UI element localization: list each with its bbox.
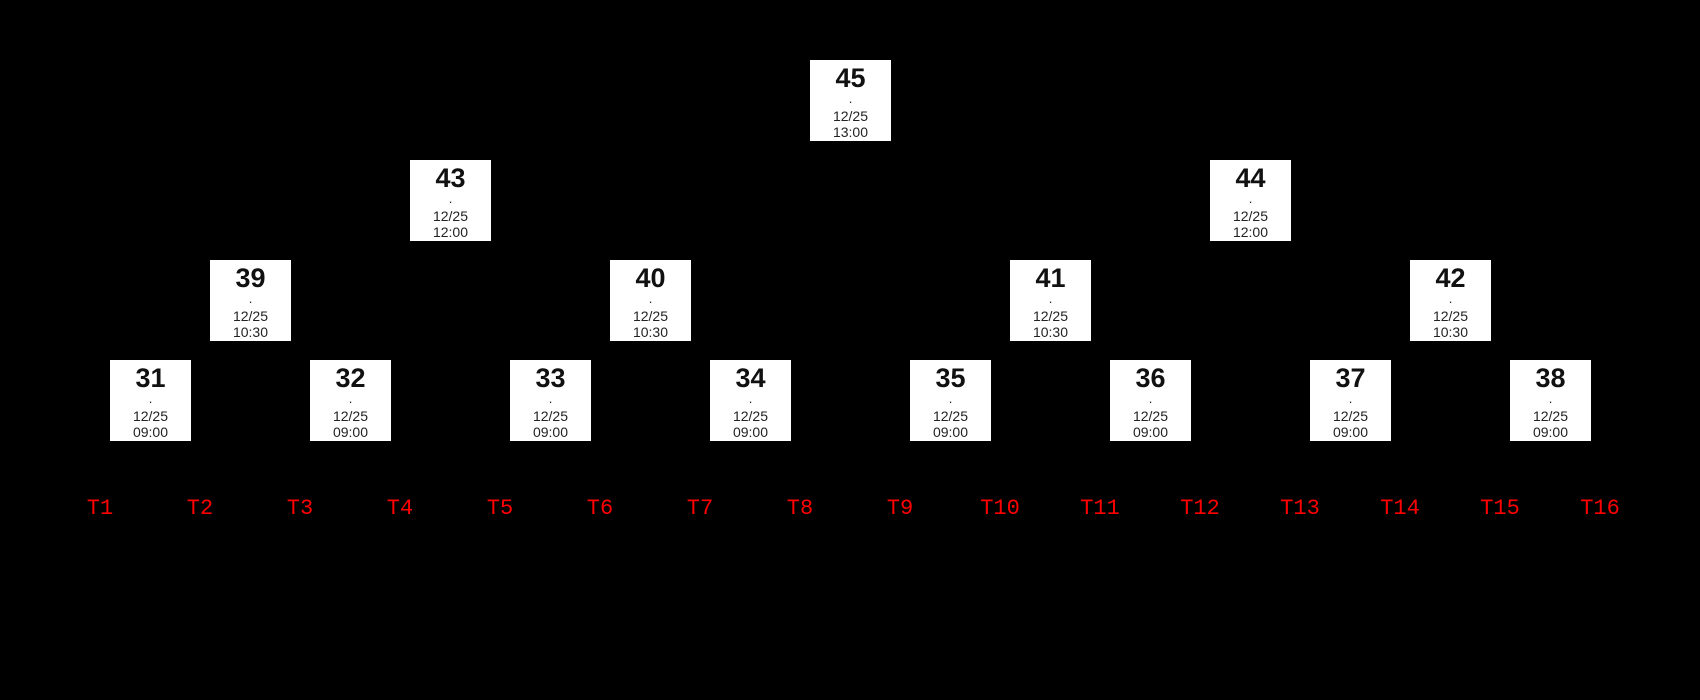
match-id: 33 — [535, 363, 566, 393]
team-label: T15 — [1480, 496, 1520, 521]
match-id: 42 — [1435, 263, 1466, 293]
team-label: T13 — [1280, 496, 1320, 521]
team-label: T14 — [1380, 496, 1420, 521]
match-time: 10:30 — [1032, 324, 1069, 340]
match-time: 09:00 — [932, 424, 969, 440]
match-id: 45 — [835, 63, 866, 93]
separator-dot: . — [448, 191, 453, 206]
separator-dot: . — [1248, 191, 1253, 206]
match-node-34: 34. 12/25 09:00 — [710, 360, 791, 441]
match-date: 12/25 — [632, 308, 669, 324]
match-node-35: 35. 12/25 09:00 — [910, 360, 991, 441]
team-label: T5 — [486, 496, 514, 521]
match-date: 12/25 — [1232, 208, 1269, 224]
match-time: 12:00 — [432, 224, 469, 240]
match-date: 12/25 — [232, 308, 269, 324]
match-id: 36 — [1135, 363, 1166, 393]
match-id: 44 — [1235, 163, 1266, 193]
separator-dot: . — [848, 91, 853, 106]
match-node-40: 40. 12/25 10:30 — [610, 260, 691, 341]
match-id: 31 — [135, 363, 166, 393]
team-label: T1 — [86, 496, 114, 521]
separator-dot: . — [548, 391, 553, 406]
match-id: 35 — [935, 363, 966, 393]
match-date: 12/25 — [532, 408, 569, 424]
separator-dot: . — [748, 391, 753, 406]
separator-dot: . — [1148, 391, 1153, 406]
match-node-36: 36. 12/25 09:00 — [1110, 360, 1191, 441]
match-id: 37 — [1335, 363, 1366, 393]
team-label: T7 — [686, 496, 714, 521]
match-node-38: 38. 12/25 09:00 — [1510, 360, 1591, 441]
team-label: T9 — [886, 496, 914, 521]
match-time: 09:00 — [532, 424, 569, 440]
match-time: 10:30 — [1432, 324, 1469, 340]
match-id: 38 — [1535, 363, 1566, 393]
team-label: T11 — [1080, 496, 1120, 521]
match-date: 12/25 — [432, 208, 469, 224]
match-node-42: 42. 12/25 10:30 — [1410, 260, 1491, 341]
separator-dot: . — [1348, 391, 1353, 406]
team-label: T6 — [586, 496, 614, 521]
separator-dot: . — [148, 391, 153, 406]
match-date: 12/25 — [732, 408, 769, 424]
match-time: 09:00 — [1332, 424, 1369, 440]
separator-dot: . — [1548, 391, 1553, 406]
match-time: 13:00 — [832, 124, 869, 140]
match-id: 34 — [735, 363, 766, 393]
match-id: 32 — [335, 363, 366, 393]
match-time: 12:00 — [1232, 224, 1269, 240]
separator-dot: . — [948, 391, 953, 406]
separator-dot: . — [1448, 291, 1453, 306]
match-date: 12/25 — [1332, 408, 1369, 424]
match-date: 12/25 — [832, 108, 869, 124]
team-label: T4 — [386, 496, 414, 521]
team-label: T2 — [186, 496, 214, 521]
match-id: 41 — [1035, 263, 1066, 293]
match-date: 12/25 — [1032, 308, 1069, 324]
match-node-31: 31. 12/25 09:00 — [110, 360, 191, 441]
separator-dot: . — [1048, 291, 1053, 306]
team-label: T3 — [286, 496, 314, 521]
match-node-39: 39. 12/25 10:30 — [210, 260, 291, 341]
match-id: 40 — [635, 263, 666, 293]
team-label: T12 — [1180, 496, 1220, 521]
match-date: 12/25 — [132, 408, 169, 424]
match-date: 12/25 — [1432, 308, 1469, 324]
match-time: 10:30 — [232, 324, 269, 340]
team-label: T16 — [1580, 496, 1620, 521]
match-time: 09:00 — [732, 424, 769, 440]
match-id: 39 — [235, 263, 266, 293]
match-time: 09:00 — [132, 424, 169, 440]
match-node-37: 37. 12/25 09:00 — [1310, 360, 1391, 441]
match-date: 12/25 — [1132, 408, 1169, 424]
match-date: 12/25 — [932, 408, 969, 424]
match-node-44: 44. 12/25 12:00 — [1210, 160, 1291, 241]
separator-dot: . — [648, 291, 653, 306]
match-time: 10:30 — [632, 324, 669, 340]
match-time: 09:00 — [332, 424, 369, 440]
match-node-43: 43. 12/25 12:00 — [410, 160, 491, 241]
match-time: 09:00 — [1532, 424, 1569, 440]
match-date: 12/25 — [332, 408, 369, 424]
match-node-45: 45. 12/25 13:00 — [810, 60, 891, 141]
match-id: 43 — [435, 163, 466, 193]
team-label: T8 — [786, 496, 814, 521]
team-label: T10 — [980, 496, 1020, 521]
match-node-32: 32. 12/25 09:00 — [310, 360, 391, 441]
separator-dot: . — [248, 291, 253, 306]
match-node-41: 41. 12/25 10:30 — [1010, 260, 1091, 341]
match-time: 09:00 — [1132, 424, 1169, 440]
separator-dot: . — [348, 391, 353, 406]
match-node-33: 33. 12/25 09:00 — [510, 360, 591, 441]
match-date: 12/25 — [1532, 408, 1569, 424]
